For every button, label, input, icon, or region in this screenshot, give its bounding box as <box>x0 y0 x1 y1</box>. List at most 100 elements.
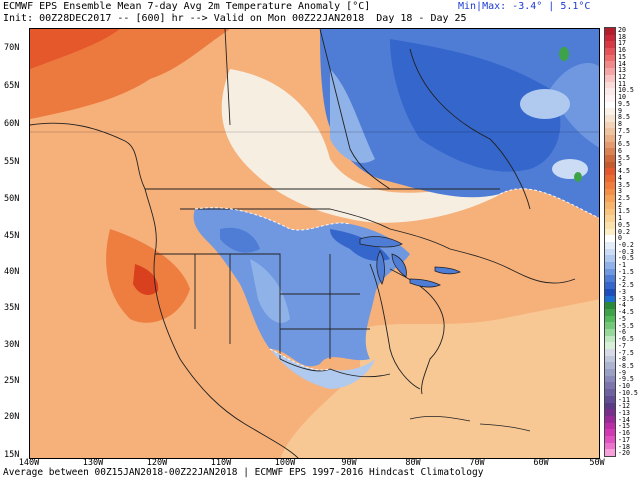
color-scale-label: 20 <box>618 26 626 34</box>
color-scale-segment <box>605 168 615 176</box>
color-scale-label: 1.5 <box>618 207 630 216</box>
min-max-readout: Min|Max: -3.4° | 5.1°C <box>458 1 591 12</box>
color-scale-label: 0.2 <box>618 227 630 236</box>
color-scale-label: -18 <box>618 442 630 451</box>
color-scale-label: 2.5 <box>618 193 630 202</box>
color-scale-label: -7.5 <box>618 348 634 357</box>
lon-label-110w: 110W <box>210 458 232 468</box>
color-scale-segment <box>605 141 615 149</box>
lat-label-25n: 25N <box>4 376 20 386</box>
color-scale-label: -6 <box>618 328 626 337</box>
color-scale-segment <box>605 409 615 416</box>
color-scale-segment <box>605 449 615 456</box>
color-scale-label: -10 <box>618 382 630 391</box>
color-scale-segment <box>605 201 615 209</box>
color-scale-segment <box>605 48 615 55</box>
color-scale-label: 9 <box>618 106 622 115</box>
great-lakes <box>359 236 461 288</box>
lon-label-60w: 60W <box>533 458 549 468</box>
color-scale-segment <box>605 235 615 242</box>
color-scale-segment <box>605 382 615 390</box>
color-scale-label: 6 <box>618 146 622 155</box>
lon-label-90w: 90W <box>341 458 357 468</box>
color-scale-label: -2.5 <box>618 281 634 290</box>
color-scale-segment <box>605 255 615 263</box>
color-scale-segment <box>605 248 615 256</box>
color-scale-label: -0.3 <box>618 247 634 256</box>
color-scale-segment <box>605 94 615 102</box>
color-scale-segment <box>605 155 615 162</box>
color-scale-label: -17 <box>618 435 630 444</box>
lon-label-120w: 120W <box>146 458 168 468</box>
color-scale-segment <box>605 195 615 202</box>
color-scale-segment <box>605 28 615 35</box>
lat-label-15n: 15N <box>4 450 20 460</box>
color-scale-label: -2 <box>618 274 626 283</box>
color-scale-labels: 20 18 17 16 15 14 13 12 11 10.5 10 9.5 9 8.5 8 7.5 7 6.5 6… <box>618 27 640 457</box>
color-scale-segment <box>605 61 615 69</box>
color-scale-label: 18 <box>618 32 626 41</box>
lon-label-140w: 140W <box>18 458 40 468</box>
color-scale-segment <box>605 275 615 283</box>
color-scale-segment <box>605 81 615 89</box>
color-scale-label: -3.5 <box>618 294 634 303</box>
strongest-cold-spot <box>559 47 569 61</box>
color-scale-segment <box>605 355 615 363</box>
color-scale-label: 4 <box>618 173 622 182</box>
color-scale-segment <box>605 395 615 403</box>
color-scale-label: 8 <box>618 120 622 129</box>
color-scale-label: -9.5 <box>618 375 634 384</box>
color-scale-segment <box>605 215 615 222</box>
color-scale-label: 16 <box>618 46 626 55</box>
color-scale-label: -11 <box>618 395 630 404</box>
lat-label-65n: 65N <box>4 81 20 91</box>
color-scale-segment <box>605 415 615 423</box>
color-scale-label: 15 <box>618 52 626 61</box>
color-scale-segment <box>605 422 615 430</box>
color-scale-bar <box>604 27 616 457</box>
lat-label-55n: 55N <box>4 157 20 167</box>
lat-label-70n: 70N <box>4 43 20 53</box>
color-scale-label: 14 <box>618 59 626 68</box>
color-scale-segment <box>605 114 615 122</box>
color-scale-segment <box>605 335 615 343</box>
color-scale-label: -7 <box>618 341 626 350</box>
map-init-valid-time: Init: 00Z28DEC2017 -- [600] hr --> Valid… <box>3 13 467 24</box>
color-scale-segment <box>605 349 615 356</box>
color-scale-label: -14 <box>618 415 630 424</box>
color-scale-segment <box>605 101 615 109</box>
color-scale-label: 0 <box>618 234 622 243</box>
color-scale-segment <box>605 208 615 216</box>
color-scale-segment <box>605 435 615 443</box>
climatology-footer: Average between 00Z15JAN2018-00Z22JAN201… <box>3 467 484 478</box>
color-scale-segment <box>605 322 615 329</box>
color-scale-segment <box>605 362 615 370</box>
lon-label-50w: 50W <box>589 458 605 468</box>
color-scale-label: 5 <box>618 160 622 169</box>
color-scale-segment <box>605 74 615 82</box>
lat-label-35n: 35N <box>4 303 20 313</box>
color-scale-segment <box>605 188 615 196</box>
lon-label-80w: 80W <box>405 458 421 468</box>
color-scale-label: -12 <box>618 402 630 411</box>
color-scale-label: -15 <box>618 422 630 431</box>
color-scale-segment <box>605 282 615 289</box>
lon-label-100w: 100W <box>274 458 296 468</box>
color-scale-label: -1.5 <box>618 267 634 276</box>
color-scale-label: 1 <box>618 214 622 223</box>
lat-label-30n: 30N <box>4 340 20 350</box>
color-scale-segment <box>605 342 615 349</box>
color-scale-segment <box>605 135 615 142</box>
color-scale-segment <box>605 108 615 115</box>
color-scale-segment <box>605 389 615 396</box>
color-scale-label: 4.5 <box>618 167 630 176</box>
color-scale-label: 7.5 <box>618 126 630 135</box>
lat-label-40n: 40N <box>4 267 20 277</box>
lat-label-20n: 20N <box>4 412 20 422</box>
color-scale-segment <box>605 41 615 49</box>
color-scale-label: 8.5 <box>618 113 630 122</box>
color-scale-segment <box>605 121 615 129</box>
map-title: ECMWF EPS Ensemble Mean 7-day Avg 2m Tem… <box>3 1 371 12</box>
color-scale-label: -4.5 <box>618 308 634 317</box>
color-scale-label: -5 <box>618 314 626 323</box>
